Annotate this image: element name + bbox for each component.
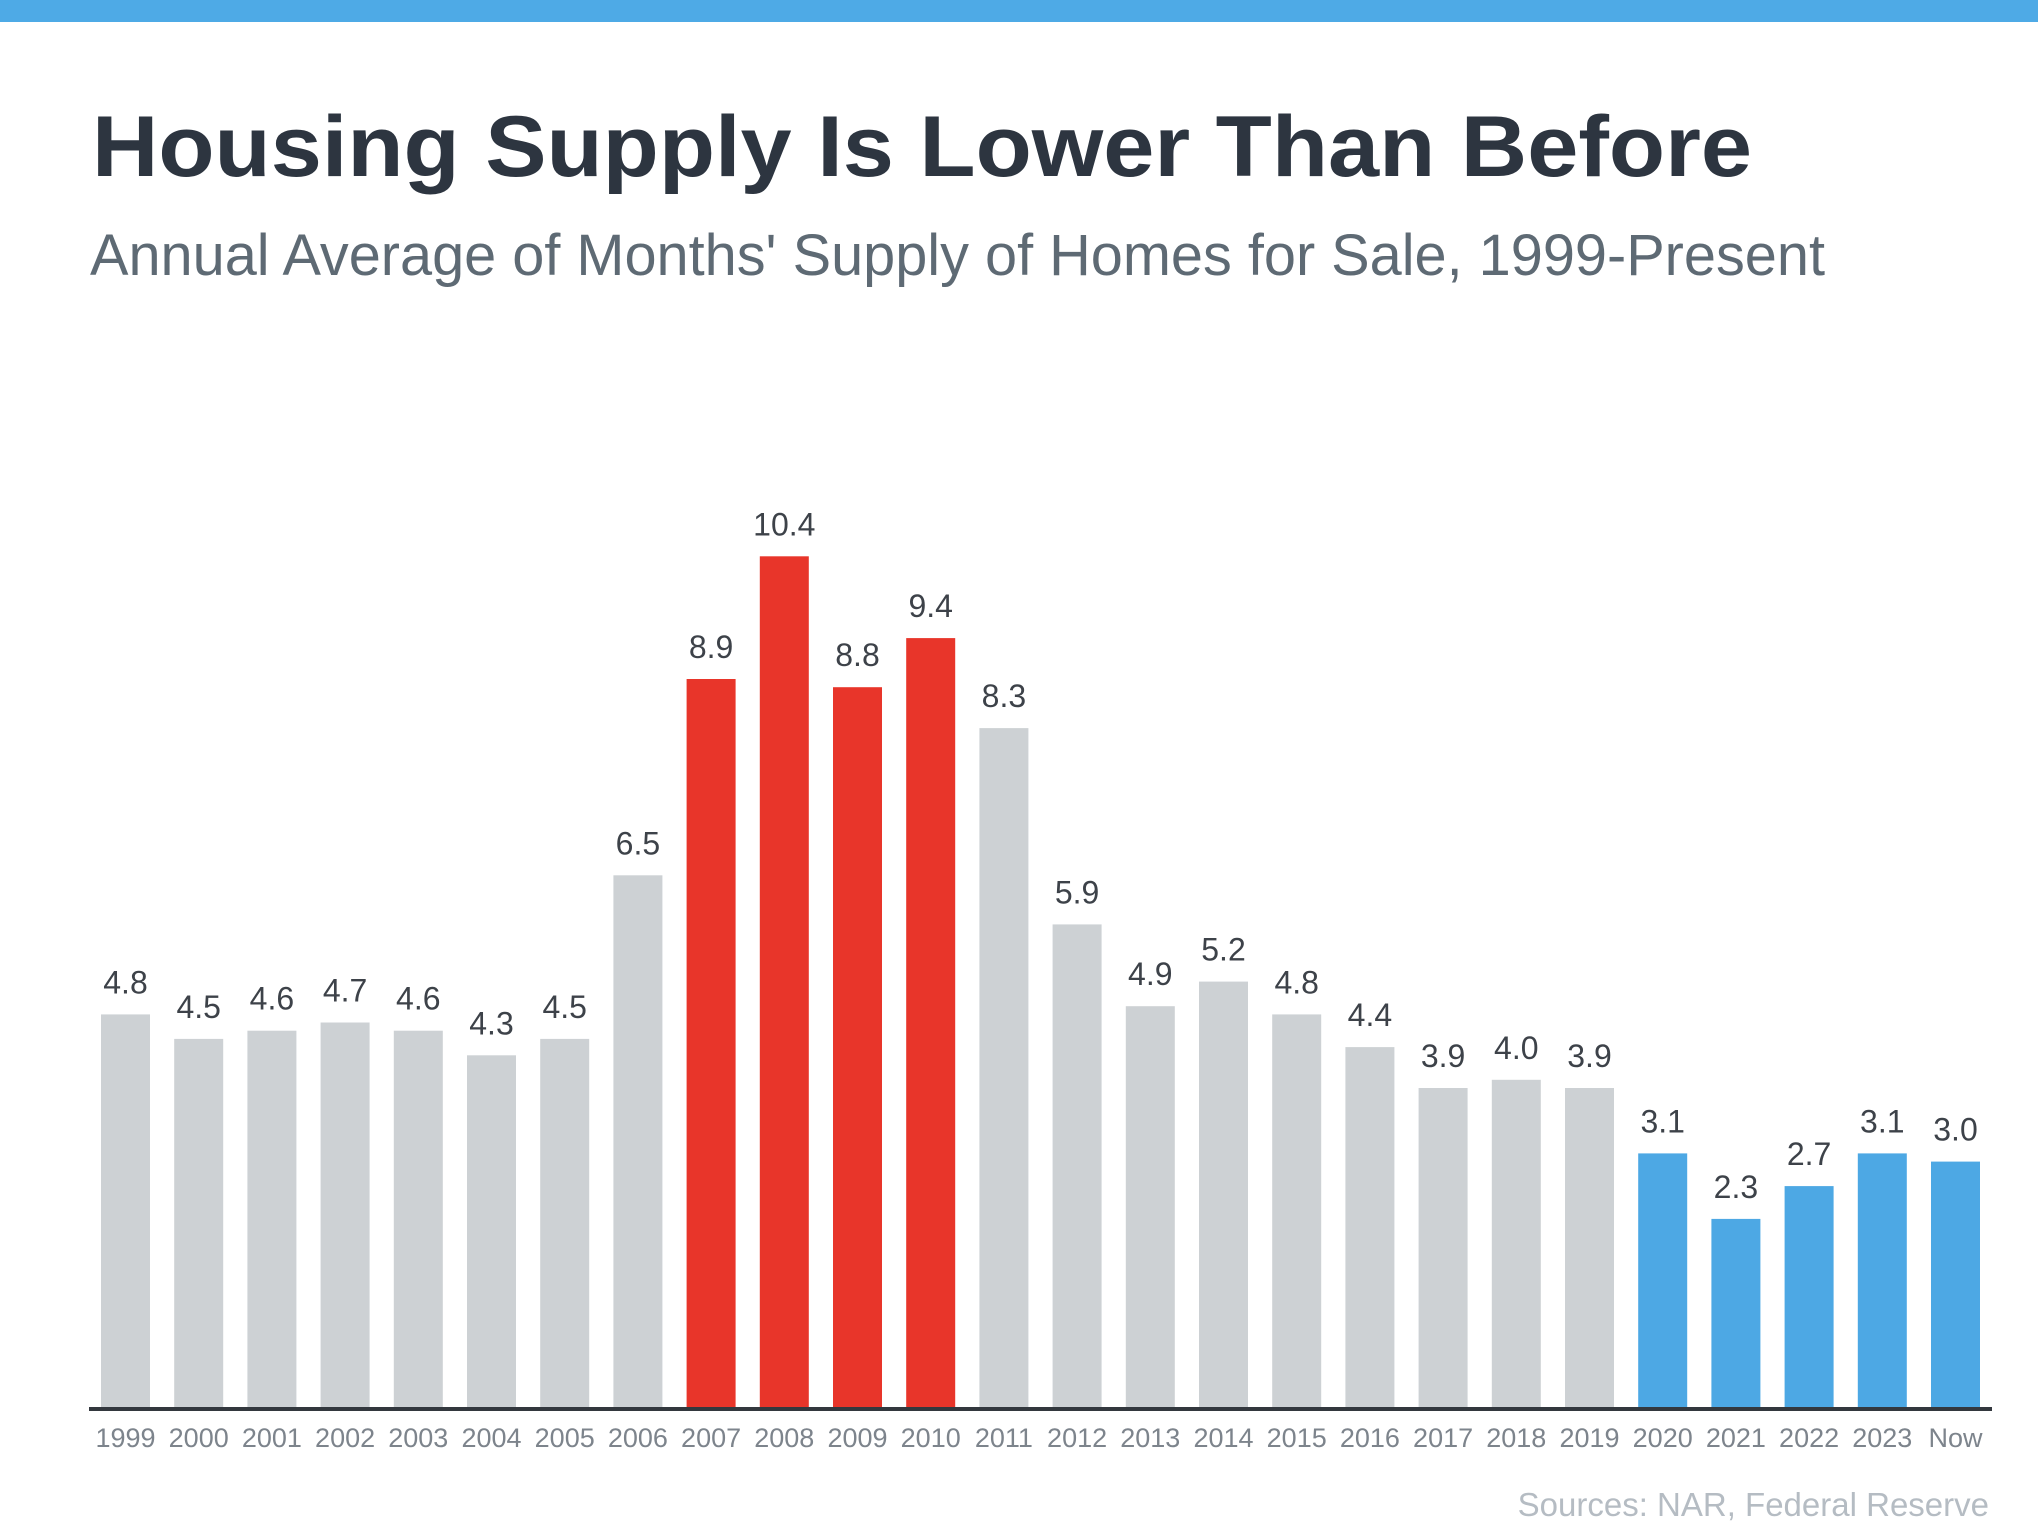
x-tick-label-2007: 2007	[681, 1423, 741, 1453]
value-label-2018: 4.0	[1494, 1030, 1538, 1066]
value-label-2003: 4.6	[396, 981, 440, 1017]
bar-2013	[1125, 1006, 1175, 1407]
x-tick-label-2022: 2022	[1779, 1423, 1839, 1453]
x-tick-label-2003: 2003	[388, 1423, 448, 1453]
bar-2018	[1491, 1079, 1541, 1407]
bar-2012	[1052, 924, 1102, 1407]
bar-2004	[467, 1055, 516, 1407]
value-label-2002: 4.7	[323, 973, 367, 1009]
value-label-2013: 4.9	[1128, 956, 1172, 992]
x-tick-label-2021: 2021	[1706, 1423, 1766, 1453]
value-label-2023: 3.1	[1860, 1103, 1904, 1139]
bar-2011	[979, 728, 1029, 1407]
x-tick-label-2008: 2008	[754, 1423, 814, 1453]
bar-now	[1931, 1161, 1980, 1407]
bar-2008	[759, 556, 809, 1407]
value-label-1999: 4.8	[103, 964, 147, 1000]
value-label-2020: 3.1	[1640, 1103, 1684, 1139]
x-tick-label-2014: 2014	[1193, 1423, 1253, 1453]
value-label-2016: 4.4	[1348, 997, 1392, 1033]
bar-2015	[1272, 1014, 1322, 1407]
value-labels-group: 4.8 4.5 4.6 4.7 4.6 4.3 4.5 6.5 8.9 10.4 8.8 9.4 8.3…	[103, 506, 1977, 1205]
x-tick-labels-group: 1999 2000 2001 2002 2003 2004 2005 2006 2007 2008…	[95, 1423, 1983, 1453]
x-tick-label-2013: 2013	[1120, 1423, 1180, 1453]
bar-2014	[1199, 981, 1248, 1407]
source-note: Sources: NAR, Federal Reserve	[1518, 1486, 1989, 1523]
bar-2009	[833, 687, 882, 1407]
value-label-2006: 6.5	[616, 825, 660, 861]
x-tick-label-2009: 2009	[827, 1423, 887, 1453]
value-label-2021: 2.3	[1714, 1169, 1758, 1205]
x-tick-label-2010: 2010	[901, 1423, 961, 1453]
value-label-now: 3.0	[1933, 1112, 1977, 1148]
bar-2010	[906, 638, 956, 1407]
plot-area: 4.8 4.5 4.6 4.7 4.6 4.3 4.5 6.5 8.9 10.4 8.8 9.4 8.3…	[89, 506, 1992, 1453]
bar-2017	[1418, 1088, 1468, 1407]
bars-group	[101, 556, 1980, 1407]
value-label-2010: 9.4	[908, 588, 952, 624]
x-tick-label-2000: 2000	[169, 1423, 229, 1453]
bar-2016	[1345, 1047, 1395, 1407]
bar-2005	[540, 1038, 590, 1407]
bar-2001	[247, 1030, 297, 1407]
x-tick-label-2005: 2005	[535, 1423, 595, 1453]
bar-1999	[101, 1014, 150, 1407]
x-tick-label-2023: 2023	[1852, 1423, 1912, 1453]
value-label-2017: 3.9	[1421, 1038, 1465, 1074]
chart-subtitle: Annual Average of Months' Supply of Home…	[90, 223, 1825, 288]
x-tick-label-2019: 2019	[1559, 1423, 1619, 1453]
x-tick-label-2001: 2001	[242, 1423, 302, 1453]
x-tick-label-2017: 2017	[1413, 1423, 1473, 1453]
x-tick-label-2020: 2020	[1633, 1423, 1693, 1453]
value-label-2009: 8.8	[835, 637, 879, 673]
value-label-2022: 2.7	[1787, 1136, 1831, 1172]
value-label-2004: 4.3	[469, 1005, 513, 1041]
bar-2022	[1784, 1186, 1834, 1407]
x-axis-line	[89, 1407, 1992, 1411]
value-label-2001: 4.6	[250, 981, 294, 1017]
bar-2002	[320, 1022, 370, 1407]
value-label-2007: 8.9	[689, 629, 733, 665]
bar-2023	[1857, 1153, 1907, 1407]
bar-2019	[1565, 1088, 1614, 1407]
value-label-2008: 10.4	[753, 506, 815, 542]
x-tick-label-2011: 2011	[975, 1423, 1033, 1453]
bar-2007	[686, 679, 736, 1407]
bar-2003	[393, 1030, 443, 1407]
chart-title: Housing Supply Is Lower Than Before	[92, 99, 1752, 195]
value-label-2000: 4.5	[176, 989, 220, 1025]
value-label-2014: 5.2	[1201, 932, 1245, 968]
bar-2000	[174, 1038, 224, 1407]
x-tick-label-2004: 2004	[461, 1423, 521, 1453]
bar-2021	[1711, 1218, 1761, 1407]
top-accent-bar	[0, 0, 2038, 22]
x-tick-label-2015: 2015	[1267, 1423, 1327, 1453]
value-label-2011: 8.3	[982, 678, 1026, 714]
value-label-2005: 4.5	[542, 989, 586, 1025]
bar-2006	[613, 875, 663, 1407]
value-label-2012: 5.9	[1055, 874, 1099, 910]
bar-2020	[1638, 1153, 1688, 1407]
x-tick-label-2012: 2012	[1047, 1423, 1107, 1453]
x-tick-label-1999: 1999	[95, 1423, 155, 1453]
x-tick-label-now: Now	[1928, 1423, 1983, 1453]
value-label-2015: 4.8	[1274, 964, 1318, 1000]
x-tick-label-2016: 2016	[1340, 1423, 1400, 1453]
x-tick-label-2006: 2006	[608, 1423, 668, 1453]
x-tick-label-2002: 2002	[315, 1423, 375, 1453]
x-tick-label-2018: 2018	[1486, 1423, 1546, 1453]
value-label-2019: 3.9	[1567, 1038, 1611, 1074]
